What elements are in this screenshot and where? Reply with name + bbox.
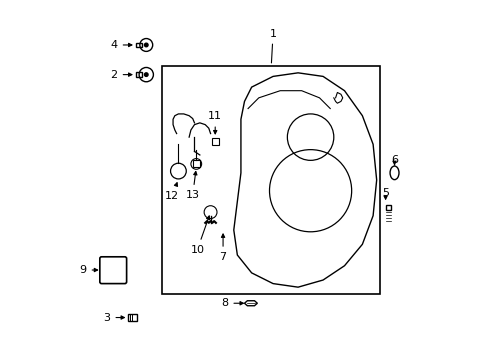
- Text: 11: 11: [208, 111, 222, 134]
- Text: 5: 5: [381, 188, 388, 198]
- Text: 7: 7: [219, 234, 226, 262]
- Text: 9: 9: [80, 265, 98, 275]
- Circle shape: [144, 73, 148, 76]
- Text: 3: 3: [103, 312, 124, 323]
- Text: 13: 13: [185, 171, 199, 200]
- Text: 2: 2: [110, 69, 132, 80]
- Text: 4: 4: [110, 40, 132, 50]
- Text: 8: 8: [221, 298, 243, 308]
- Text: 12: 12: [165, 183, 179, 201]
- Circle shape: [144, 43, 148, 47]
- Text: 1: 1: [269, 28, 276, 63]
- Text: 10: 10: [190, 216, 209, 255]
- Text: 6: 6: [390, 156, 397, 165]
